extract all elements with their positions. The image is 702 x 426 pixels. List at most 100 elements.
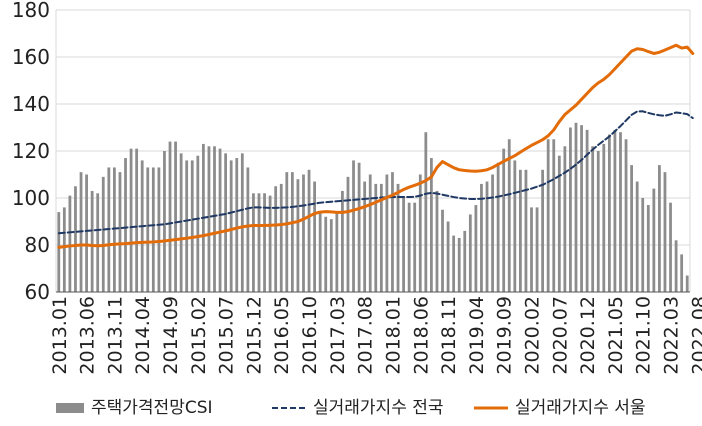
- bar: [118, 172, 122, 292]
- bar: [101, 176, 105, 292]
- bar: [268, 195, 272, 292]
- bar: [151, 167, 155, 292]
- bar: [62, 207, 66, 292]
- bar: [252, 193, 255, 292]
- y-tick-label-140: 140: [12, 92, 50, 116]
- x-tick-label: 2022.03: [661, 296, 683, 375]
- legend: 주택가격전망CSI 실거래가지수 전국 실거래가지수 서울: [56, 398, 646, 418]
- x-tick-label: 2020.07: [549, 296, 571, 375]
- bar: [313, 181, 316, 292]
- bar: [285, 172, 289, 292]
- bar: [646, 205, 650, 292]
- legend-item-national: 실거래가지수 전국: [272, 398, 444, 418]
- bar: [591, 146, 595, 292]
- bar: [502, 148, 506, 292]
- bar: [57, 212, 61, 292]
- bar: [602, 143, 606, 292]
- bar: [257, 193, 261, 292]
- legend-label-national: 실거래가지수 전국: [313, 398, 444, 418]
- bar: [368, 174, 372, 292]
- bar: [157, 167, 161, 292]
- bar: [468, 214, 472, 292]
- bar: [146, 167, 150, 292]
- y-tick-label-80: 80: [25, 233, 50, 257]
- bar: [574, 122, 578, 292]
- x-tick-label: 2014.04: [132, 296, 154, 375]
- bar: [302, 174, 305, 292]
- bar: [235, 158, 239, 292]
- x-tick-label: 2016.05: [271, 296, 293, 375]
- x-tick-label: 2018.11: [438, 296, 460, 375]
- x-tick-label: 2021.10: [633, 296, 655, 375]
- bar: [290, 172, 294, 292]
- bar: [341, 190, 344, 292]
- x-tick-label: 2020.02: [522, 296, 544, 375]
- bar: [680, 254, 684, 292]
- x-tick-label: 2018.01: [382, 296, 404, 375]
- bar: [496, 162, 500, 292]
- bar: [185, 160, 189, 292]
- bar: [669, 202, 672, 292]
- legend-swatch-csi: [56, 403, 84, 413]
- x-tick-label: 2013.06: [77, 296, 99, 375]
- y-tick-label-100: 100: [12, 186, 50, 210]
- bar: [619, 132, 622, 292]
- bar: [396, 183, 400, 292]
- x-tick-label: 2021.05: [605, 296, 627, 375]
- bar: [374, 183, 378, 292]
- x-tick-label: 2013.11: [104, 296, 126, 375]
- bar: [530, 207, 533, 292]
- x-tick-label: 2013.01: [49, 296, 71, 375]
- bar: [607, 134, 611, 292]
- bar: [263, 193, 266, 292]
- bar: [168, 141, 172, 292]
- x-tick-label: 2017.03: [327, 296, 349, 375]
- bar: [524, 169, 528, 292]
- bar: [329, 219, 333, 292]
- bar: [674, 240, 678, 292]
- bar: [402, 198, 405, 292]
- x-tick-label: 2019.04: [466, 296, 488, 375]
- legend-label-seoul: 실거래가지수 서울: [515, 398, 646, 418]
- bar: [163, 151, 166, 292]
- axes: 60 80 100 120 140 160 180 2013.01 2013.06 2013.11…: [12, 0, 702, 375]
- y-tick-label-160: 160: [12, 45, 50, 69]
- bar: [446, 221, 450, 292]
- x-tick-label: 2014.09: [160, 296, 182, 375]
- y-tick-label-180: 180: [12, 0, 50, 22]
- bar: [407, 202, 411, 292]
- bar: [85, 174, 88, 292]
- x-tick-label: 2022.08: [688, 296, 702, 375]
- bar: [641, 198, 645, 292]
- bar: [624, 139, 628, 292]
- x-tick-label: 2019.09: [494, 296, 516, 375]
- bar: [318, 212, 322, 292]
- bar: [658, 165, 661, 292]
- x-tick-label: 2015.07: [216, 296, 238, 375]
- bar: [335, 212, 339, 292]
- bar: [190, 160, 194, 292]
- bar: [435, 190, 439, 292]
- y-tick-label-120: 120: [12, 139, 50, 163]
- bar: [179, 153, 183, 292]
- bar: [596, 151, 600, 292]
- bar: [229, 160, 233, 292]
- bar: [652, 188, 656, 292]
- bar: [213, 146, 216, 292]
- bar: [569, 127, 572, 292]
- bar: [391, 172, 394, 292]
- bar: [430, 158, 433, 292]
- bar: [507, 139, 511, 292]
- bar: [124, 158, 127, 292]
- bar: [129, 148, 133, 292]
- bar: [96, 193, 100, 292]
- bar: [418, 174, 422, 292]
- bar: [174, 141, 177, 292]
- bar: [563, 146, 567, 292]
- bar: [324, 216, 328, 292]
- bar: [352, 160, 355, 292]
- bar: [485, 181, 489, 292]
- bar: [457, 237, 461, 292]
